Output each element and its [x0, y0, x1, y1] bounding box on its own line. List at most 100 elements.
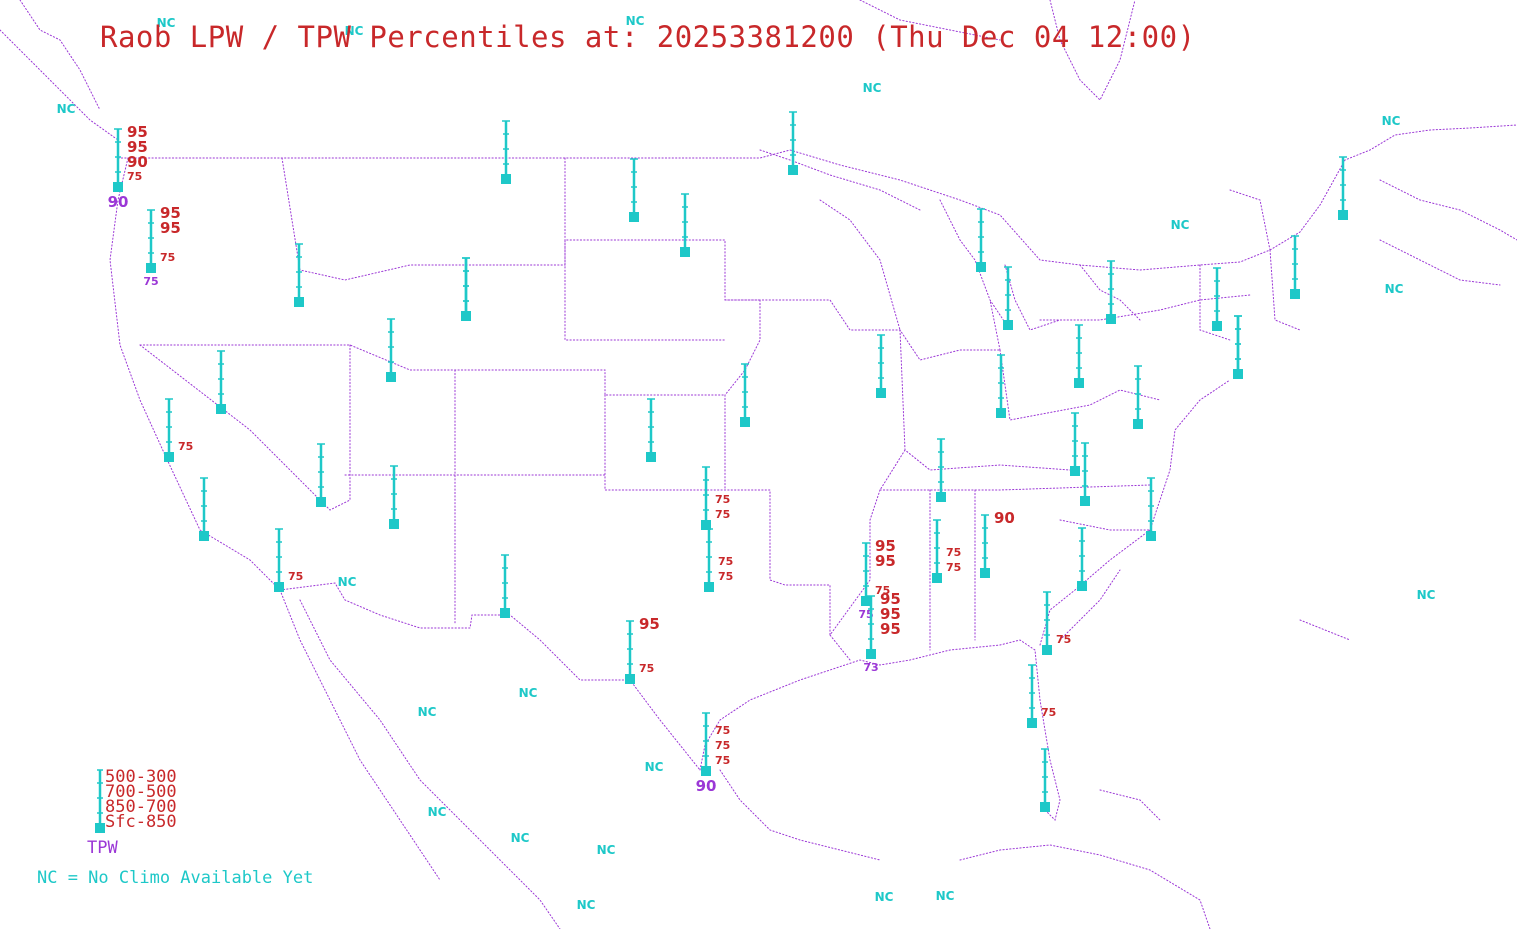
station-brownsville: 75 75 75 90 [696, 712, 730, 795]
station-detroit [1106, 260, 1116, 324]
station-marker [501, 174, 511, 184]
legend-layer-700-500: 700-500 [105, 782, 177, 802]
station-las-vegas [316, 443, 326, 507]
percentile-sfc-850: 75 [718, 570, 733, 583]
station-marker [1040, 802, 1050, 812]
station-boise [294, 243, 304, 307]
station-marker [996, 408, 1006, 418]
legend-layer-sfc-850: Sfc-850 [105, 812, 177, 832]
percentile-p850-700: 95 [880, 620, 901, 638]
nc-label: NC [626, 14, 645, 28]
station-caribou [1338, 156, 1348, 220]
boundary-line [279, 589, 441, 881]
station-marker [625, 674, 635, 684]
percentile-p850-700: 75 [715, 739, 730, 752]
percentile-p850-700: 75 [718, 555, 733, 568]
percentile-sfc-850: 75 [178, 440, 193, 453]
boundary-line [281, 157, 761, 301]
nc-labels: NC NC NC NC NC NC NC NC NC NC NC NC NC NC NC NC NC NC NC [57, 14, 1436, 912]
percentile-sfc-850: 75 [715, 754, 730, 767]
stations: 9595907590959575757575757575759575757575… [108, 111, 1348, 812]
station-marker [386, 372, 396, 382]
station-marker [1212, 321, 1222, 331]
station-marker [274, 582, 284, 592]
tpw-percentile: 75 [143, 275, 158, 288]
percentile-p850-700: 90 [127, 153, 148, 171]
nc-label: NC [345, 24, 364, 38]
boundary-line [1049, 0, 1136, 101]
percentile-p700-500: 75 [715, 724, 730, 737]
boundary-line [1379, 239, 1501, 286]
station-marker [1042, 645, 1052, 655]
station-marker [1074, 378, 1084, 388]
boundary-line [344, 474, 831, 636]
nc-label: NC [418, 705, 437, 719]
station-sterling [1133, 365, 1143, 429]
station-marker [1290, 289, 1300, 299]
station-marker [680, 247, 690, 257]
percentile-p500-300: 95 [160, 204, 181, 222]
boundary-line [1299, 619, 1351, 641]
percentile-p850-700: 75 [715, 493, 730, 506]
boundary-line [564, 157, 726, 341]
boundary-line [999, 349, 1161, 421]
boundary-line [724, 299, 761, 396]
boundary-line [1039, 379, 1231, 646]
tpw-percentile: 90 [108, 193, 129, 211]
boundary-line [1059, 519, 1151, 531]
station-marker [1146, 531, 1156, 541]
station-marker [701, 520, 711, 530]
station-oakland: 75 [164, 398, 193, 462]
boundary-line [1379, 179, 1517, 241]
boundary-line [1269, 249, 1301, 331]
nc-label: NC [519, 686, 538, 700]
percentile-p850-700: 75 [946, 546, 961, 559]
station-lincoln [876, 334, 886, 398]
boundary-line [899, 329, 1071, 471]
boundary-line [109, 157, 281, 591]
station-blacksburg [1070, 412, 1080, 476]
station-marker [788, 165, 798, 175]
station-marker [976, 262, 986, 272]
legend-glyph [95, 769, 105, 833]
station-albuquerque [500, 554, 510, 618]
tpw-percentile: 73 [863, 661, 878, 674]
percentile-p500-300: 95 [639, 615, 660, 633]
boundary-line [939, 199, 1011, 331]
station-marker [146, 263, 156, 273]
station-marker [1070, 466, 1080, 476]
station-marker [704, 582, 714, 592]
boundary-line [819, 199, 901, 331]
boundary-line [117, 124, 1517, 271]
percentile-sfc-850: 75 [160, 251, 175, 264]
station-denver [461, 257, 471, 321]
station-vandenberg [199, 477, 209, 541]
boundary-line [879, 484, 1151, 491]
nc-label: NC [511, 831, 530, 845]
station-reno [216, 350, 226, 414]
station-marker [936, 492, 946, 502]
nc-label: NC [57, 102, 76, 116]
tpw-percentile: 90 [696, 777, 717, 795]
legend-layer-850-700: 850-700 [105, 797, 177, 817]
station-omaha [740, 363, 750, 427]
boundary-line [1079, 264, 1141, 321]
station-marker [1106, 314, 1116, 324]
station-green-bay [976, 208, 986, 272]
percentile-sfc-850: 75 [875, 584, 890, 597]
boundary-line [1039, 294, 1251, 321]
station-del-rio: 95 75 [625, 615, 660, 684]
station-marker [1077, 581, 1087, 591]
station-buffalo [1212, 267, 1222, 331]
station-jacksonville: 75 [1042, 591, 1071, 655]
station-marker [500, 608, 510, 618]
